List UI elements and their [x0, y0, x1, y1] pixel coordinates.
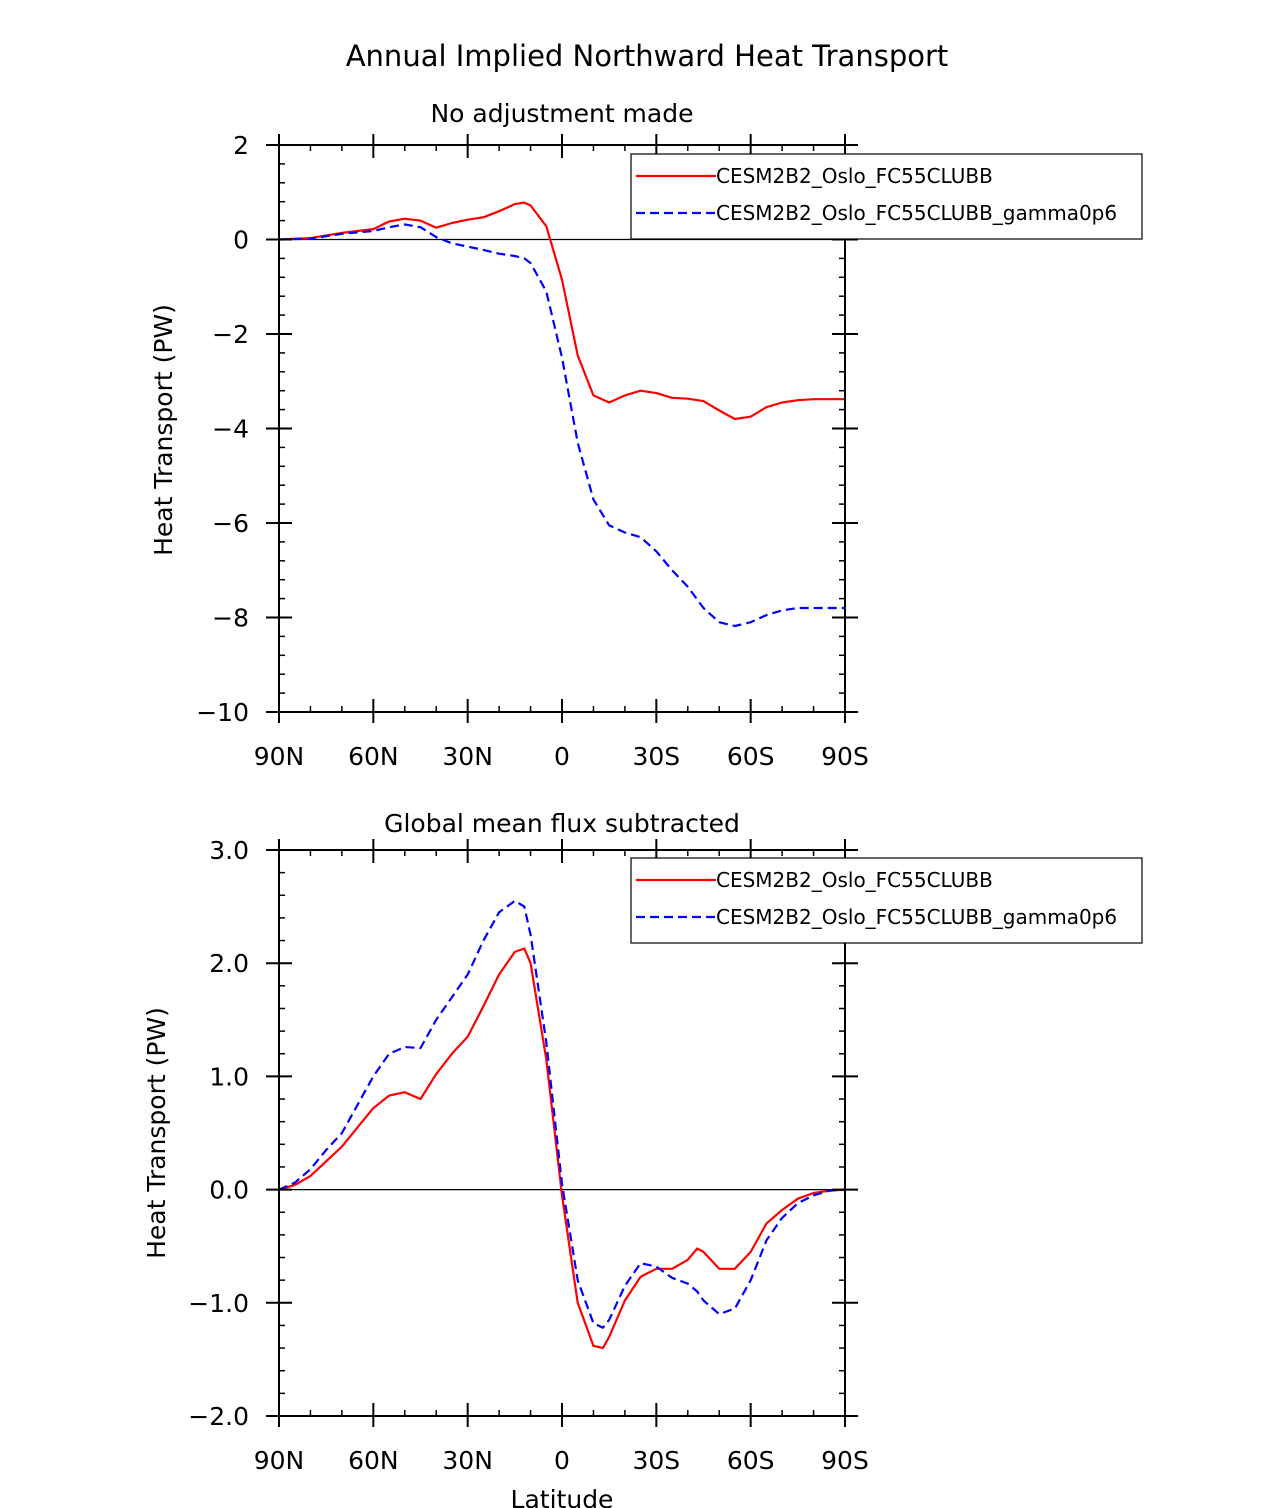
y-tick-label: −2 [212, 320, 249, 349]
x-tick-label: 60N [348, 1446, 399, 1475]
x-tick-label: 0 [554, 742, 570, 771]
x-tick-label: 60N [348, 742, 399, 771]
y-tick-label: −10 [196, 698, 249, 727]
y-tick-label: −6 [212, 509, 249, 538]
legend-label-2: CESM2B2_Oslo_FC55CLUBB_gamma0p6 [716, 905, 1117, 929]
legend-box [630, 153, 1143, 240]
y-tick-label: −1.0 [188, 1289, 249, 1318]
panel-title: Global mean flux subtracted [384, 809, 740, 838]
y-tick-label: 0 [233, 226, 249, 255]
y-tick-label: 3.0 [209, 836, 249, 865]
x-tick-label: 30N [442, 742, 493, 771]
chart-panel-2: Global mean flux subtracted Heat Transpor… [142, 809, 1143, 1508]
y-tick-label: −2.0 [188, 1402, 249, 1431]
chart-panel-1: No adjustment made Heat Transport (PW) 90N… [149, 99, 1143, 771]
legend-box [630, 857, 1143, 944]
series-line-1 [278, 947, 846, 1350]
x-tick-label: 90S [821, 1446, 869, 1475]
legend-label-1: CESM2B2_Oslo_FC55CLUBB [716, 164, 993, 188]
figure-title: Annual Implied Northward Heat Transport [346, 39, 949, 73]
legend-label-1: CESM2B2_Oslo_FC55CLUBB [716, 868, 993, 892]
x-tick-label: 90N [254, 742, 305, 771]
series-line-2 [278, 899, 846, 1329]
y-tick-label: 1.0 [209, 1062, 249, 1091]
y-tick-label: −4 [212, 415, 249, 444]
x-tick-label: 90N [254, 1446, 305, 1475]
y-tick-label: −8 [212, 604, 249, 633]
y-tick-label: 0.0 [209, 1176, 249, 1205]
x-tick-label: 30N [442, 1446, 493, 1475]
legend: CESM2B2_Oslo_FC55CLUBB CESM2B2_Oslo_FC55C… [630, 153, 1143, 240]
x-tick-label: 0 [554, 1446, 570, 1475]
y-tick-label: 2.0 [209, 949, 249, 978]
y-axis-label: Heat Transport (PW) [149, 304, 178, 556]
x-tick-label: 90S [821, 742, 869, 771]
x-tick-label: 30S [632, 1446, 680, 1475]
panel-title: No adjustment made [430, 99, 693, 128]
x-tick-label: 60S [727, 742, 775, 771]
y-axis-label: Heat Transport (PW) [142, 1007, 171, 1259]
legend-label-2: CESM2B2_Oslo_FC55CLUBB_gamma0p6 [716, 201, 1117, 225]
series-line-1 [278, 201, 845, 421]
legend: CESM2B2_Oslo_FC55CLUBB CESM2B2_Oslo_FC55C… [630, 857, 1143, 944]
x-tick-label: 30S [632, 742, 680, 771]
x-tick-label: 60S [727, 1446, 775, 1475]
x-axis-label: Latitude [511, 1485, 614, 1508]
y-tick-label: 2 [233, 131, 249, 160]
